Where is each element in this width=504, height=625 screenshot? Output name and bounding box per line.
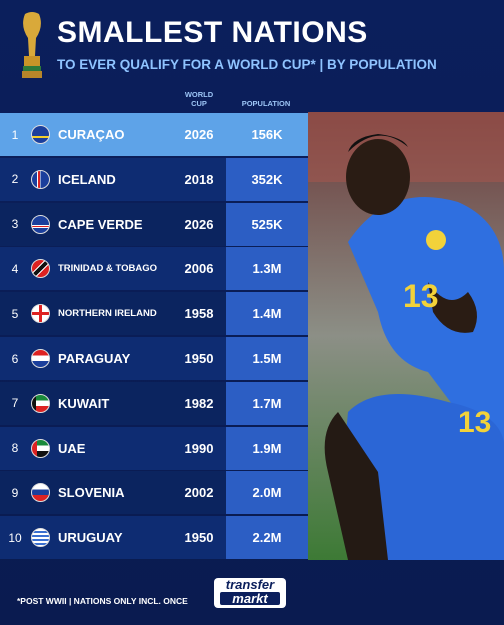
table-row: 8 UAE 1990 1.9M xyxy=(0,426,308,470)
world-cup-year: 1950 xyxy=(184,530,214,546)
table-row: 5 NORTHERN IRELAND 1958 1.4M xyxy=(0,292,308,336)
logo: transfer markt xyxy=(214,578,286,608)
population: 156K xyxy=(251,127,283,142)
population: 352K xyxy=(226,157,308,201)
rank: 8 xyxy=(11,441,19,456)
country-name: NORTHERN IRELAND xyxy=(58,308,157,320)
country-name: PARAGUAY xyxy=(58,351,131,366)
player-photo: 13 13 xyxy=(308,112,504,560)
table-row: 2 ICELAND 2018 352K xyxy=(0,157,308,201)
country-name: KUWAIT xyxy=(58,395,110,411)
rank: 6 xyxy=(11,351,19,366)
table-row: 3 CAPE VERDE 2026 525K xyxy=(0,202,308,246)
world-cup-year: 1950 xyxy=(184,351,214,366)
table-row: 6 PARAGUAY 1950 1.5M xyxy=(0,337,308,380)
rank: 9 xyxy=(11,485,19,500)
population: 1.5M xyxy=(226,337,308,380)
country-name: URUGUAY xyxy=(58,530,123,546)
rank: 4 xyxy=(11,261,19,276)
logo-text: transfer xyxy=(225,577,275,592)
world-cup-year: 2018 xyxy=(184,171,214,187)
flag-icon xyxy=(31,214,50,234)
footnote: *POST WWII | NATIONS ONLY INCL. ONCE xyxy=(17,596,188,606)
world-cup-year: 1982 xyxy=(184,395,214,411)
logo-text: markt xyxy=(220,592,280,605)
flag-icon xyxy=(31,259,50,279)
flag-icon xyxy=(31,528,50,548)
flag-icon xyxy=(31,304,50,324)
flag-icon xyxy=(31,169,50,189)
world-cup-year: 2026 xyxy=(184,216,214,232)
rank: 3 xyxy=(11,217,19,232)
population: 1.3M xyxy=(226,247,308,291)
country-name: ICELAND xyxy=(58,171,116,187)
rank: 2 xyxy=(11,172,19,187)
table-row: 4 TRINIDAD & TOBAGO 2006 1.3M xyxy=(0,247,308,291)
population: 2.0M xyxy=(226,471,308,515)
table-row: 10 URUGUAY 1950 2.2M xyxy=(0,516,308,560)
country-name: CURAÇAO xyxy=(58,127,125,142)
population: 1.4M xyxy=(226,292,308,336)
world-cup-year: 1990 xyxy=(184,440,214,456)
jersey-number: 13 xyxy=(458,406,491,439)
world-cup-year: 2026 xyxy=(184,127,214,142)
country-name: CAPE VERDE xyxy=(58,216,143,232)
population: 525K xyxy=(226,202,308,246)
table-row: 7 KUWAIT 1982 1.7M xyxy=(0,381,308,425)
flag-icon xyxy=(31,125,50,144)
world-cup-year: 2006 xyxy=(184,261,214,277)
flag-icon xyxy=(31,438,50,458)
rank: 10 xyxy=(8,530,22,545)
world-cup-year: 1958 xyxy=(184,306,214,322)
rank: 5 xyxy=(11,306,19,321)
population: 2.2M xyxy=(226,516,308,560)
world-cup-year: 2002 xyxy=(184,485,214,501)
country-name: TRINIDAD & TOBAGO xyxy=(58,263,158,275)
population: 1.9M xyxy=(226,426,308,470)
rank: 1 xyxy=(11,127,19,142)
column-header: WORLD CUP xyxy=(184,90,214,108)
table-row: 1 CURAÇAO 2026 156K xyxy=(0,113,308,156)
flag-icon xyxy=(31,483,50,503)
subtitle: TO EVER QUALIFY FOR A WORLD CUP* | BY PO… xyxy=(57,57,437,72)
table-row: 9 SLOVENIA 2002 2.0M xyxy=(0,471,308,515)
flag-icon xyxy=(31,393,50,413)
jersey-number: 13 xyxy=(403,278,439,314)
column-header: POPULATION xyxy=(241,99,291,108)
rank: 7 xyxy=(11,396,19,411)
country-name: SLOVENIA xyxy=(58,485,125,501)
flag-icon xyxy=(31,349,50,368)
country-name: UAE xyxy=(58,440,86,456)
title: SMALLEST NATIONS xyxy=(57,16,368,49)
population: 1.7M xyxy=(226,381,308,425)
trophy-icon xyxy=(22,12,42,78)
